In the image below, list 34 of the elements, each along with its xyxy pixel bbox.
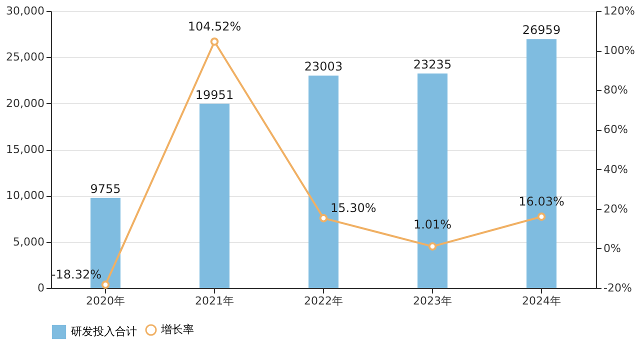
bar [200, 104, 230, 288]
y2-tick-label: 0% [604, 242, 621, 255]
y-tick-label: 20,000 [6, 96, 44, 110]
data-label: 23235 [413, 57, 452, 72]
data-label: 23003 [304, 60, 343, 74]
y2-tick-label: 120% [604, 4, 635, 18]
y2-tick-label: 40% [604, 162, 628, 176]
point [428, 242, 437, 251]
point [101, 280, 110, 289]
y2-tick-label: 80% [604, 84, 628, 97]
data-label: 9755 [90, 182, 121, 196]
y2-tick-label: 20% [604, 202, 628, 216]
data-label: 26959 [522, 23, 561, 38]
x-tick-label: 2023年 [413, 294, 452, 308]
y-tick-label: 25,000 [6, 50, 44, 64]
point [319, 214, 328, 222]
data-label: 19951 [195, 88, 234, 102]
y2-tick-label: 60% [604, 123, 628, 136]
point [210, 37, 219, 46]
y-tick-label: 10,000 [6, 189, 44, 202]
x-tick-label: 2020年 [86, 294, 125, 308]
y-tick-label: 0 [38, 282, 44, 294]
y-tick-label: 5,000 [13, 235, 44, 248]
point [537, 212, 546, 221]
y-tick-label: 30,000 [6, 4, 44, 18]
legend-label: 研发投入合计 [71, 325, 137, 338]
x-tick-label: 2024年 [522, 294, 561, 308]
y2-tick-label: -20% [604, 282, 632, 294]
data-label: 104.52% [188, 20, 242, 34]
y-tick-label: 15,000 [6, 143, 44, 156]
legend-label: 增长率 [160, 323, 194, 336]
x-tick-label: 2022年 [304, 294, 343, 308]
y2-tick-label: 100% [604, 44, 635, 58]
x-tick-label: 2021年 [195, 294, 234, 308]
